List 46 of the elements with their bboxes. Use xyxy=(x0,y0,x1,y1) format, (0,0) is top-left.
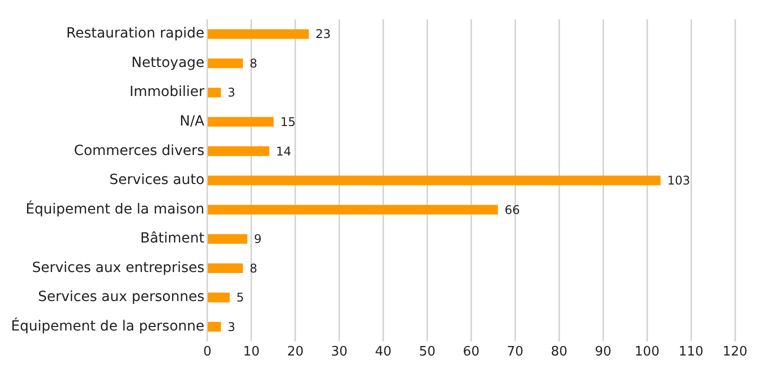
x-tick-label: 80 xyxy=(550,344,568,360)
bar xyxy=(208,176,661,186)
x-tick-label: 0 xyxy=(203,344,212,360)
data-label: 3 xyxy=(228,320,236,334)
y-tick-label: Services aux personnes xyxy=(38,289,204,306)
data-label: 66 xyxy=(504,202,520,217)
data-label: 14 xyxy=(276,144,292,158)
data-label: 9 xyxy=(254,232,262,246)
bar xyxy=(208,58,243,68)
data-label: 8 xyxy=(250,56,258,70)
data-label: 103 xyxy=(667,174,690,188)
y-tick-label: Immobilier xyxy=(129,84,205,100)
y-tick-label: Nettoyage xyxy=(131,54,204,71)
x-tick-label: 90 xyxy=(594,344,612,360)
x-tick-label: 40 xyxy=(374,344,392,360)
bar xyxy=(208,117,274,127)
y-tick-label: Équipement de la maison xyxy=(26,200,204,218)
x-tick-label: 60 xyxy=(462,344,480,360)
bar xyxy=(208,146,270,156)
x-tick-label: 100 xyxy=(634,344,660,360)
x-tick-label: 10 xyxy=(243,344,260,360)
x-tick-label: 50 xyxy=(418,344,436,360)
bar xyxy=(208,322,221,332)
bar xyxy=(208,88,221,98)
y-tick-label: Bâtiment xyxy=(140,230,205,247)
y-tick-label: Services aux entreprises xyxy=(32,260,204,276)
x-tick-label: 70 xyxy=(506,344,524,360)
y-tick-label: N/A xyxy=(180,113,205,130)
y-tick-label: Équipement de la personne xyxy=(10,317,204,334)
x-tick-label: 20 xyxy=(287,344,304,360)
bar xyxy=(208,29,309,39)
data-label: 5 xyxy=(236,290,244,305)
bar xyxy=(208,234,248,244)
data-label: 8 xyxy=(250,261,258,276)
y-tick-label: Services auto xyxy=(109,172,204,188)
bar xyxy=(208,204,498,215)
x-tick-label: 110 xyxy=(678,344,704,360)
bar xyxy=(208,292,230,302)
x-tick-label: 30 xyxy=(331,344,348,360)
x-tick-label: 120 xyxy=(722,344,748,360)
data-label: 3 xyxy=(228,86,236,100)
bar xyxy=(208,263,243,274)
data-label: 23 xyxy=(316,27,331,42)
y-tick-label: Commerces divers xyxy=(74,142,204,159)
y-tick-label: Restauration rapide xyxy=(66,26,204,42)
data-label: 15 xyxy=(280,114,296,129)
